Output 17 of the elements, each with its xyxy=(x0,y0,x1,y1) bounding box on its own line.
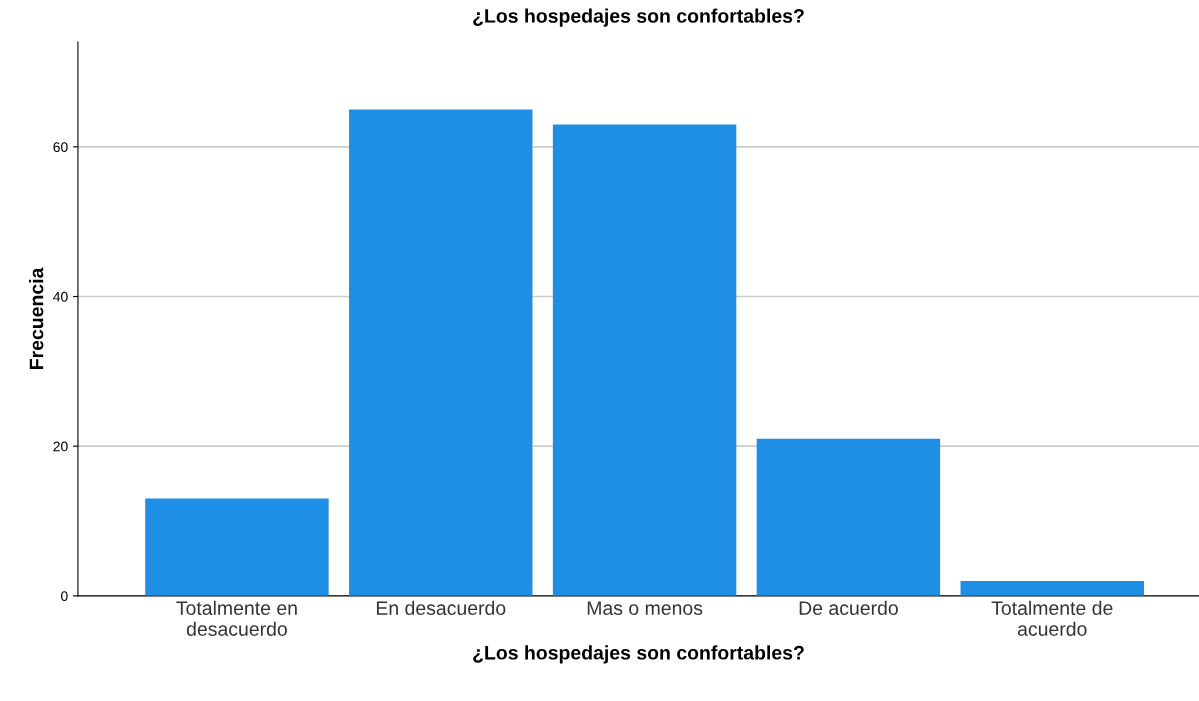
bar xyxy=(349,109,533,596)
y-axis-title: Frecuencia xyxy=(29,267,44,369)
chart-title: ¿Los hospedajes son confortables? xyxy=(473,8,804,27)
x-tick-label: En desacuerdo xyxy=(376,600,506,615)
x-tick-label: De acuerdo xyxy=(799,600,898,615)
y-tick-label: 60 xyxy=(53,142,68,152)
bar xyxy=(756,438,941,596)
y-tick-label: 40 xyxy=(53,291,68,302)
x-tick-label: Totalmente en desacuerdo xyxy=(176,600,297,636)
y-tick-label: 0 xyxy=(61,591,68,602)
x-axis-title: ¿Los hospedajes son confortables? xyxy=(473,645,804,664)
bar xyxy=(960,580,1144,596)
bar xyxy=(145,498,329,596)
x-tick-label: Mas o menos xyxy=(587,601,703,615)
x-tick-label: Totalmente de acuerdo xyxy=(991,600,1113,636)
bar xyxy=(552,124,737,596)
y-tick-label: 20 xyxy=(53,441,68,452)
